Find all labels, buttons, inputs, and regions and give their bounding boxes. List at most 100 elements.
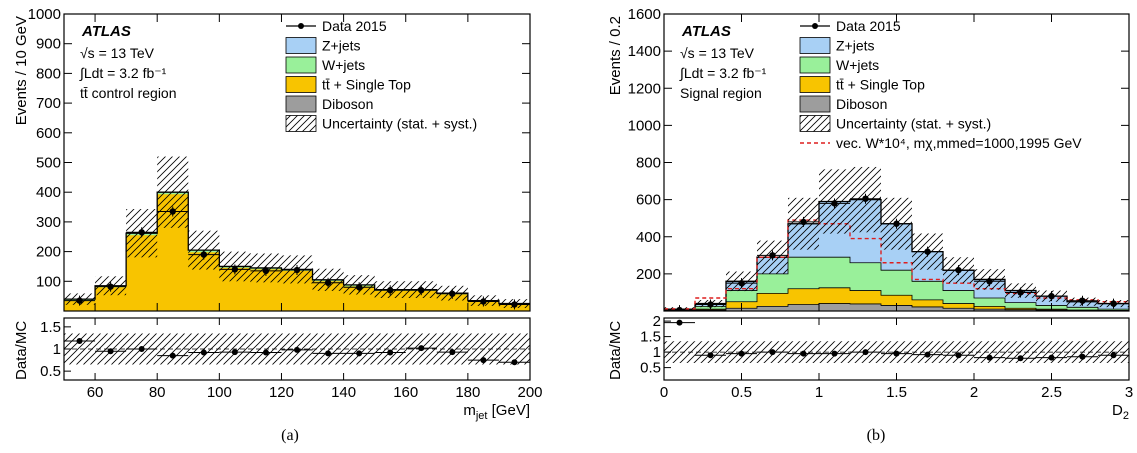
data-point	[449, 290, 456, 297]
ratio-point	[831, 350, 838, 357]
data-point	[893, 220, 900, 227]
y-tick-label: 800	[36, 65, 61, 82]
data-point	[480, 298, 487, 305]
ratio-point	[924, 351, 931, 358]
data-point	[387, 287, 394, 294]
annotation-line: ∫Ldt = 3.2 fb⁻¹	[679, 65, 767, 81]
annotation-line: tt̄ control region	[80, 85, 177, 101]
ratio-point	[511, 359, 518, 366]
ratio-point	[107, 348, 114, 355]
ratio-point	[676, 319, 683, 326]
data-point	[200, 251, 207, 258]
data-point	[324, 279, 332, 286]
ratio-point	[169, 352, 176, 359]
data-point	[1079, 297, 1086, 304]
ratio-point	[138, 346, 145, 352]
data-point	[418, 287, 425, 294]
data-point	[862, 195, 869, 202]
ratio-point	[707, 352, 714, 359]
ratio-point	[862, 349, 869, 356]
y-tick-label: 800	[636, 155, 661, 172]
ratio-point	[449, 349, 456, 356]
ratio-y-tick-label: 0.5	[640, 360, 661, 377]
legend-swatch	[285, 95, 317, 113]
ratio-point	[231, 349, 238, 356]
data-point	[169, 208, 176, 215]
ratio-point	[418, 345, 425, 352]
ratio-point	[200, 349, 207, 356]
ratio-y-tick-label: 1	[653, 344, 661, 361]
legend-label: Diboson	[322, 96, 373, 112]
legend-label: Uncertainty (stat. + syst.)	[322, 116, 477, 132]
ratio-point	[294, 346, 300, 353]
caption-a: (a)	[281, 427, 299, 444]
y-tick-label: 1000	[28, 6, 61, 23]
ratio-plot-area	[64, 333, 530, 366]
x-tick-label: 100	[207, 384, 232, 401]
ratio-point	[986, 354, 993, 361]
y-tick-label: 600	[36, 125, 61, 142]
data-point	[924, 248, 931, 255]
ratio-frame	[663, 317, 1130, 381]
annotation-line: ∫Ldt = 3.2 fb⁻¹	[79, 65, 167, 81]
ratio-point	[356, 350, 363, 357]
legend-label: Diboson	[836, 96, 887, 112]
annotation-line: √s = 13 TeV	[680, 45, 755, 61]
x-tick-label: 2.5	[1041, 384, 1062, 401]
y-tick-label: 300	[36, 214, 61, 231]
data-point	[231, 266, 239, 273]
legend-label: W+jets	[836, 57, 879, 73]
data-point	[262, 267, 270, 275]
ratio-y-axis-label: Data/MC	[607, 321, 624, 380]
annotation-line: √s = 13 TeV	[80, 45, 155, 61]
ratio-y-tick-label: 0.5	[40, 363, 61, 380]
ratio-point	[1110, 352, 1117, 359]
ratio-point	[1079, 353, 1086, 360]
uncertainty-band	[157, 156, 189, 228]
y-tick-label: 900	[36, 36, 61, 53]
data-point	[707, 301, 714, 308]
data-point	[1048, 292, 1055, 300]
ratio-y-axis-label: Data/MC	[13, 321, 30, 380]
ratio-point	[738, 350, 745, 357]
data-point	[738, 279, 745, 287]
data-point	[769, 252, 776, 259]
x-tick-label: 200	[517, 384, 542, 401]
ratio-y-tick-label: 1.5	[640, 329, 661, 346]
x-tick-label: 180	[455, 384, 480, 401]
ratio-point	[480, 357, 487, 364]
legend-swatch	[799, 56, 831, 74]
x-tick-label: 120	[269, 384, 294, 401]
data-point	[1017, 289, 1024, 296]
legend-label: Data 2015	[836, 18, 901, 34]
y-axis-label: Events / 0.2	[607, 16, 624, 95]
caption-b: (b)	[867, 427, 886, 444]
x-tick-label: 160	[393, 384, 418, 401]
y-tick-label: 1000	[628, 117, 661, 134]
ratio-point	[387, 349, 394, 356]
legend-swatch	[799, 95, 831, 113]
legend-swatch	[285, 56, 317, 74]
plot-area	[664, 166, 1129, 311]
x-axis-label-sub: jet	[475, 410, 488, 422]
legend-data-marker	[298, 23, 304, 29]
atlas-label: ATLAS	[81, 23, 131, 40]
legend-label: Z+jets	[322, 38, 361, 54]
ratio-y-tick-label: 1	[53, 341, 61, 358]
legend-label: tt̄ + Single Top	[836, 77, 925, 93]
ratio-point	[800, 350, 807, 357]
legend-swatch	[285, 37, 317, 54]
legend-data-marker	[812, 23, 818, 29]
data-point	[138, 229, 145, 236]
legend-label: Z+jets	[836, 38, 875, 54]
annotation-line: Signal region	[680, 85, 762, 101]
data-point	[955, 266, 962, 274]
data-point	[831, 200, 838, 207]
x-tick-label: 0	[660, 384, 668, 401]
y-tick-label: 200	[636, 266, 661, 283]
legend-swatch	[285, 76, 317, 93]
ratio-point	[76, 338, 83, 345]
y-tick-label: 600	[636, 192, 661, 209]
